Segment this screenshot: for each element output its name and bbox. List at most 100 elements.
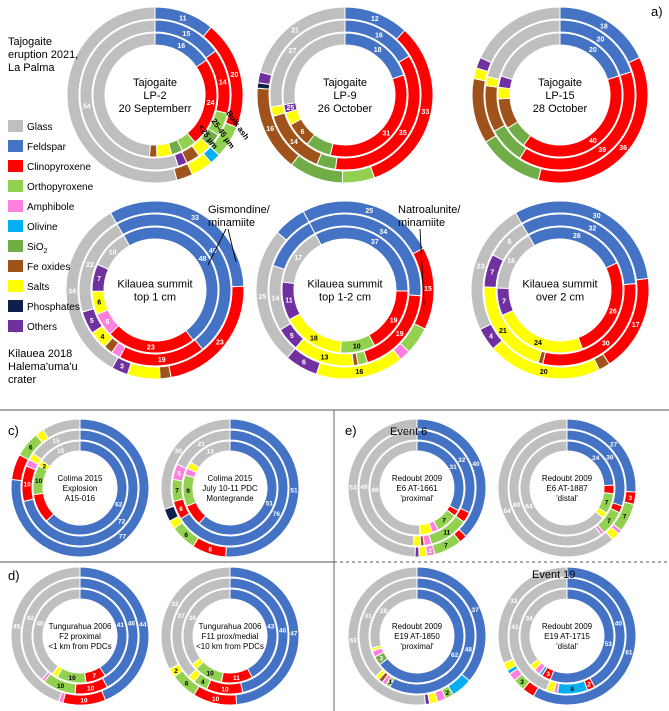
value-label-kilauea-over2-ring1-0: 32 [589, 225, 597, 232]
slice-kilauea-top1-ring0-fe-oxides [158, 365, 172, 380]
value-label-tajogaite-lp15-ring0-1: 36 [619, 145, 627, 152]
center-label-tungurahua-f11-0: Tungurahua 2006 [199, 622, 262, 631]
value-label-kilauea-over2-ring2-1: 26 [609, 309, 617, 316]
value-label-tajogaite-lp9-ring0-1: 33 [421, 109, 429, 116]
value-label-tajogaite-lp15-ring1-1: 39 [598, 147, 606, 154]
donut-kilauea-over2: 30 17 20 4 23 32 30 21 7 9 26 26 24 7 16 Kilauea summit… [470, 200, 650, 380]
slice-colima-pdc-ring2-glass [190, 440, 231, 469]
slice-kilauea-top12-ring2-glass [281, 233, 322, 285]
value-label-colima-pdc-ring0-2: 6 [184, 532, 188, 539]
value-label-redoubt-e19-1715-ring0-0: 61 [625, 650, 633, 657]
slice-tungurahua-f2-ring1-glass [21, 577, 81, 681]
value-label-redoubt-e6-1887-ring0-2: 7 [623, 514, 627, 521]
legend-swatch-salts [8, 280, 23, 292]
tajogaite-title-line1: Tajogaite [8, 36, 52, 48]
slice-redoubt-e6-1661-ring1-glass [358, 429, 418, 547]
slice-tajogaite-lp2-ring1-glass [79, 19, 179, 171]
value-label-redoubt-e6-1887-ring1-0: 30 [606, 454, 614, 461]
value-label-redoubt-e19-1715-ring1-5: 42 [511, 624, 519, 631]
value-label-redoubt-e6-1661-ring0-2: 7 [444, 543, 448, 550]
slice-kilauea-over2-ring1-glass [491, 223, 529, 262]
value-label-tajogaite-lp9-ring0-0: 12 [371, 16, 379, 23]
value-label-kilauea-top1-ring0-5: 34 [68, 288, 76, 295]
value-label-kilauea-over2-ring1-5: 9 [508, 239, 512, 246]
gismondine-arrow-2 [227, 228, 237, 263]
slice-redoubt-e6-1887-ring0-glass [497, 418, 614, 558]
value-label-tungurahua-f11-ring0-1: 10 [212, 696, 220, 703]
legend-swatch-fe-oxides [8, 260, 23, 272]
value-label-redoubt-e19-1850-ring0-2: 2 [445, 690, 449, 697]
legend-swatch-others [8, 320, 23, 332]
value-label-tungurahua-f11-ring1-4: 37 [177, 613, 185, 620]
value-label-colima-a15-ring2-3: 2 [42, 463, 46, 470]
value-label-tungurahua-f2-ring1-4: 42 [27, 615, 35, 622]
natroalunite-label-line2: minamiite [398, 217, 445, 229]
legend-label-olivine: Olivine [27, 222, 58, 233]
value-label-kilauea-top12-ring2-0: 37 [371, 239, 379, 246]
value-label-colima-pdc-ring1-1: 6 [179, 506, 183, 513]
center-label-redoubt-e6-1887-0: Redoubt 2009 [542, 474, 593, 483]
value-label-tungurahua-f11-ring2-2: 10 [207, 671, 215, 678]
value-label-kilauea-top12-ring0-1: 15 [424, 286, 432, 293]
value-label-colima-a15-ring0-0: 77 [119, 534, 127, 541]
value-label-kilauea-top1-ring1-5: 5 [90, 318, 94, 325]
value-label-tungurahua-f2-ring2-0: 41 [117, 622, 125, 629]
center-label-colima-pdc-2: Montegrande [206, 494, 254, 503]
center-label-colima-pdc-1: July 10-11 PDC [202, 484, 258, 493]
donut-colima-a15: 77 6 72 10 15 62 10 2 15 Colima 2015ExplosionA15-… [10, 418, 150, 558]
center-label-redoubt-e19-1715-1: E19 AT-1715 [544, 632, 590, 641]
slice-redoubt-e19-1715-ring2-glass [519, 588, 568, 667]
kilauea-title-line2: Halema'uma'u [8, 361, 78, 373]
legend-swatch-amphibole [8, 200, 23, 212]
value-label-kilauea-over2-ring2-3: 7 [502, 298, 506, 305]
value-label-kilauea-top12-ring2-1: 19 [390, 317, 398, 324]
center-label-kilauea-top12-1: top 1-2 cm [319, 291, 371, 303]
value-label-kilauea-top1-ring1-4: 4 [101, 334, 105, 341]
center-label-kilauea-top1-0: Kilauea summit [117, 278, 192, 290]
event6-title: Event 6 [390, 426, 427, 438]
value-label-redoubt-e6-1887-ring0-5: 64 [504, 508, 512, 515]
value-label-redoubt-e19-1715-ring1-1: 2 [587, 682, 591, 689]
value-label-tajogaite-lp2-ring1-0: 15 [182, 31, 190, 38]
legend: Glass Feldspar Clinopyroxene Orthopyroxene A… [8, 120, 94, 333]
slice-colima-a15-ring0-glass [42, 418, 81, 439]
value-label-colima-pdc-ring0-5: 30 [175, 448, 183, 455]
donut-kilauea-top12: 25 15 16 6 25 34 19 13 5 14 37 19 10 18 11 17 Kilauea su… [255, 200, 435, 380]
value-label-redoubt-e19-1850-ring0-6: 53 [350, 637, 358, 644]
value-label-tungurahua-f2-ring2-4: 40 [36, 621, 44, 628]
value-label-kilauea-top1-ring2-3: 6 [97, 299, 101, 306]
value-label-tajogaite-lp2-ring1-7: 54 [83, 103, 91, 110]
value-label-colima-a15-ring0-2: 6 [29, 445, 33, 452]
center-label-redoubt-e6-1661-2: 'proximal' [400, 494, 434, 503]
value-label-tungurahua-f11-ring1-1: 10 [221, 686, 229, 693]
value-label-kilauea-top12-ring0-4: 16 [356, 369, 364, 376]
value-label-colima-a15-ring2-2: 10 [35, 478, 43, 485]
center-label-redoubt-e19-1850-1: E19 AT-1850 [394, 632, 440, 641]
center-label-redoubt-e6-1661-0: Redoubt 2009 [392, 474, 443, 483]
legend-label-clinopyroxene: Clinopyroxene [27, 162, 91, 173]
value-label-colima-pdc-ring2-5: 13 [207, 448, 215, 455]
center-label-tungurahua-f11-2: <10 km from PDCs [196, 642, 264, 651]
value-label-redoubt-e19-1715-ring0-6: 33 [510, 598, 518, 605]
slice-redoubt-e6-1661-ring0-glass [347, 418, 418, 558]
value-label-kilauea-top12-ring1-4: 13 [321, 354, 329, 361]
value-label-redoubt-e19-1850-ring2-1: 3 [380, 656, 384, 663]
value-label-colima-pdc-ring0-0: 51 [290, 488, 298, 495]
center-label-tajogaite-lp9-0: Tajogaite [323, 77, 367, 89]
value-label-tungurahua-f2-ring0-3: 45 [13, 623, 21, 630]
center-label-tajogaite-lp15-1: LP-15 [545, 90, 574, 102]
value-label-tungurahua-f11-ring2-4: 36 [189, 615, 197, 622]
natroalunite-arrow [419, 228, 425, 306]
value-label-redoubt-e6-1661-ring2-5: 48 [371, 487, 379, 494]
value-label-redoubt-e6-1887-ring0-0: 27 [610, 442, 618, 449]
value-label-tajogaite-lp9-ring2-5: 25 [287, 105, 295, 112]
value-label-tajogaite-lp2-ring0-0: 11 [179, 15, 187, 22]
legend-label-glass: Glass [27, 122, 53, 133]
natroalunite-label-line1: Natroalunite/ [398, 204, 461, 216]
slice-tajogaite-lp2-ring0-glass [66, 6, 178, 184]
slice-tajogaite-lp9-ring0-glass [259, 6, 346, 76]
legend-swatch-feldspar [8, 140, 23, 152]
